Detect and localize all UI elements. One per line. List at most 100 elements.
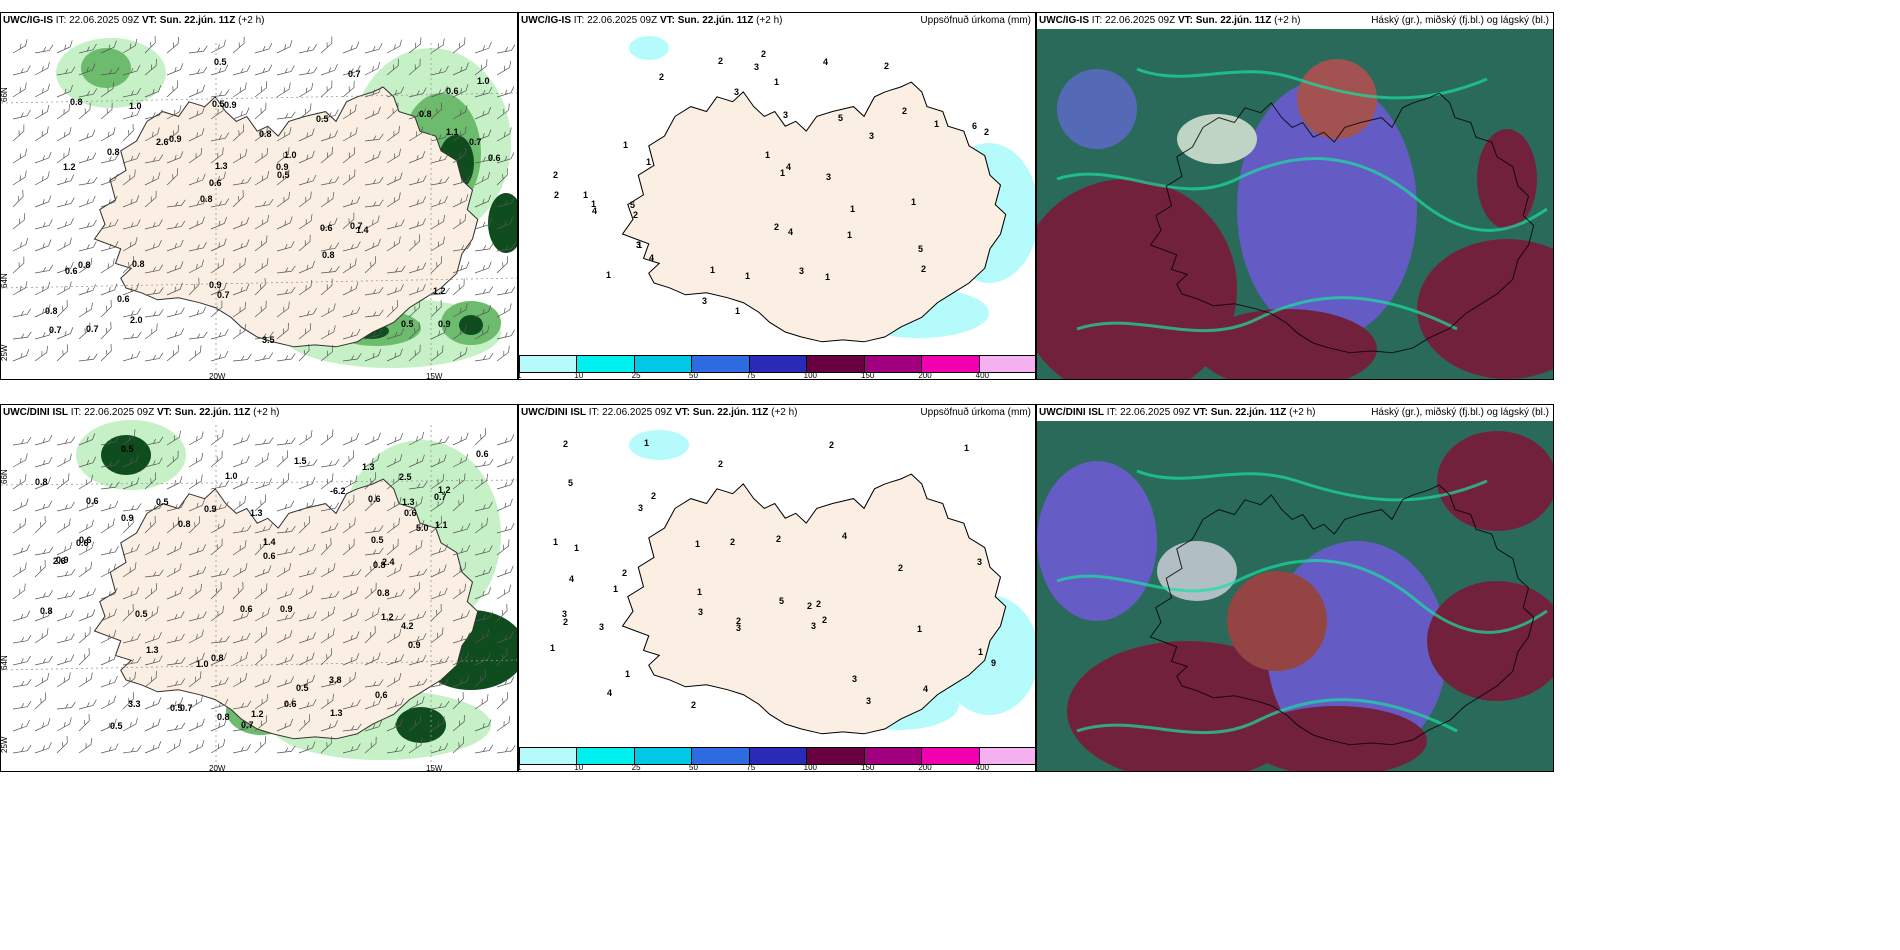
wind-barb <box>34 239 52 252</box>
wind-barb <box>430 564 447 578</box>
wind-barb <box>254 102 267 120</box>
wind-barb <box>232 107 250 120</box>
wind-barb <box>386 172 403 186</box>
wind-barb <box>78 713 90 732</box>
colorbar-cell <box>807 748 865 764</box>
wind-map: 66N 64N 20W 15W 25W 0.91.20.60.80.50.70.… <box>1 13 517 380</box>
wind-barb <box>276 587 294 600</box>
value-label: 3 <box>636 240 641 250</box>
wind-barb <box>496 523 515 534</box>
wind-barb <box>364 736 377 754</box>
colorbar-cell <box>577 748 635 764</box>
wind-barb <box>408 431 425 446</box>
colorbar-tick: 400 <box>975 763 990 772</box>
wind-barb <box>320 325 336 340</box>
value-label: 0.8 <box>373 560 386 570</box>
wind-barb <box>496 715 511 732</box>
wind-barb <box>496 478 515 490</box>
wind-barb <box>430 716 445 732</box>
wind-barb <box>12 308 32 318</box>
wind-barb <box>144 436 164 446</box>
wind-barb <box>122 219 141 230</box>
value-label: 2 <box>553 170 558 180</box>
wind-barb <box>474 86 493 98</box>
wind-barb <box>408 633 427 644</box>
wind-barb <box>474 154 494 164</box>
value-label: 2.6 <box>156 137 169 147</box>
wind-barb <box>12 148 27 164</box>
value-label: 3.8 <box>329 675 342 685</box>
wind-barb <box>320 678 339 688</box>
wind-barb <box>320 130 338 142</box>
value-label: 0.8 <box>70 97 83 107</box>
value-label: 1.0 <box>477 76 490 86</box>
wind-barb <box>408 234 421 252</box>
lon-label: 20W <box>209 372 226 380</box>
wind-barb <box>100 40 117 54</box>
value-label: 0.8 <box>45 306 58 316</box>
value-label: 3 <box>734 87 739 97</box>
wind-barb <box>386 39 402 54</box>
wind-barb <box>78 322 91 340</box>
wind-barb <box>364 607 380 622</box>
wind-barb <box>496 44 516 54</box>
wind-barb <box>430 153 449 164</box>
wind-barb <box>78 672 93 688</box>
lat-label: 66N <box>1 469 9 484</box>
wind-barb <box>276 437 296 446</box>
wind-barb <box>122 331 142 340</box>
wind-barb <box>342 723 362 732</box>
wind-barb <box>12 583 26 600</box>
wind-barb <box>276 241 295 252</box>
wind-barb <box>452 675 470 688</box>
wind-barb <box>496 127 512 142</box>
wind-barb <box>298 44 317 54</box>
wind-barb <box>474 517 488 534</box>
wind-barb <box>56 590 76 600</box>
wind-barb <box>496 584 511 600</box>
wind-barb <box>144 541 161 556</box>
wind-barb <box>408 283 426 296</box>
wind-barb <box>408 108 427 120</box>
wind-barb <box>56 633 75 644</box>
wind-barb <box>122 587 140 600</box>
wind-barbs <box>12 35 516 362</box>
value-label: 4 <box>649 253 654 263</box>
wind-barb <box>452 303 468 318</box>
wind-barb <box>144 697 162 710</box>
wind-values: 1.00.81.50.51.00.50.61.20.50.60.6 0.6 0.70… <box>35 444 489 731</box>
wind-barb <box>78 626 91 644</box>
wind-barb <box>188 474 203 490</box>
wind-barb <box>210 238 227 252</box>
wind-barb <box>496 329 515 340</box>
wind-barb <box>430 102 443 120</box>
value-label: 3 <box>977 557 982 567</box>
wind-barb <box>364 432 381 446</box>
value-label: 6 <box>972 121 977 131</box>
wind-barb <box>12 170 27 186</box>
precip-title: Uppsöfnuð úrkoma (mm) <box>920 407 1031 418</box>
wind-barb <box>78 541 94 556</box>
wind-barb <box>100 436 119 446</box>
wind-barb <box>122 195 140 208</box>
wind-barb <box>210 450 223 468</box>
value-label: 2 <box>816 599 821 609</box>
wind-barb <box>210 89 230 98</box>
wind-barb <box>342 538 355 556</box>
wind-barb <box>276 612 295 622</box>
wind-barb <box>56 217 74 230</box>
wind-barb <box>342 699 361 710</box>
wind-barb <box>474 305 492 318</box>
wind-barb <box>210 64 229 76</box>
value-label: 3 <box>826 172 831 182</box>
dini-precip-panel: UWC/DINI ISL IT: 22.06.2025 09Z VT: Sun.… <box>518 404 1036 772</box>
wind-barb <box>254 452 269 468</box>
wind-barb <box>386 613 406 622</box>
wind-barb <box>188 147 203 164</box>
precip-values: 1222412113121112223313341114311432546351… <box>553 49 989 316</box>
wind-barb <box>56 197 75 208</box>
wind-barb <box>474 694 489 710</box>
wind-barb <box>452 84 469 98</box>
wind-barb <box>342 586 359 600</box>
cloud-map <box>1037 421 1553 771</box>
